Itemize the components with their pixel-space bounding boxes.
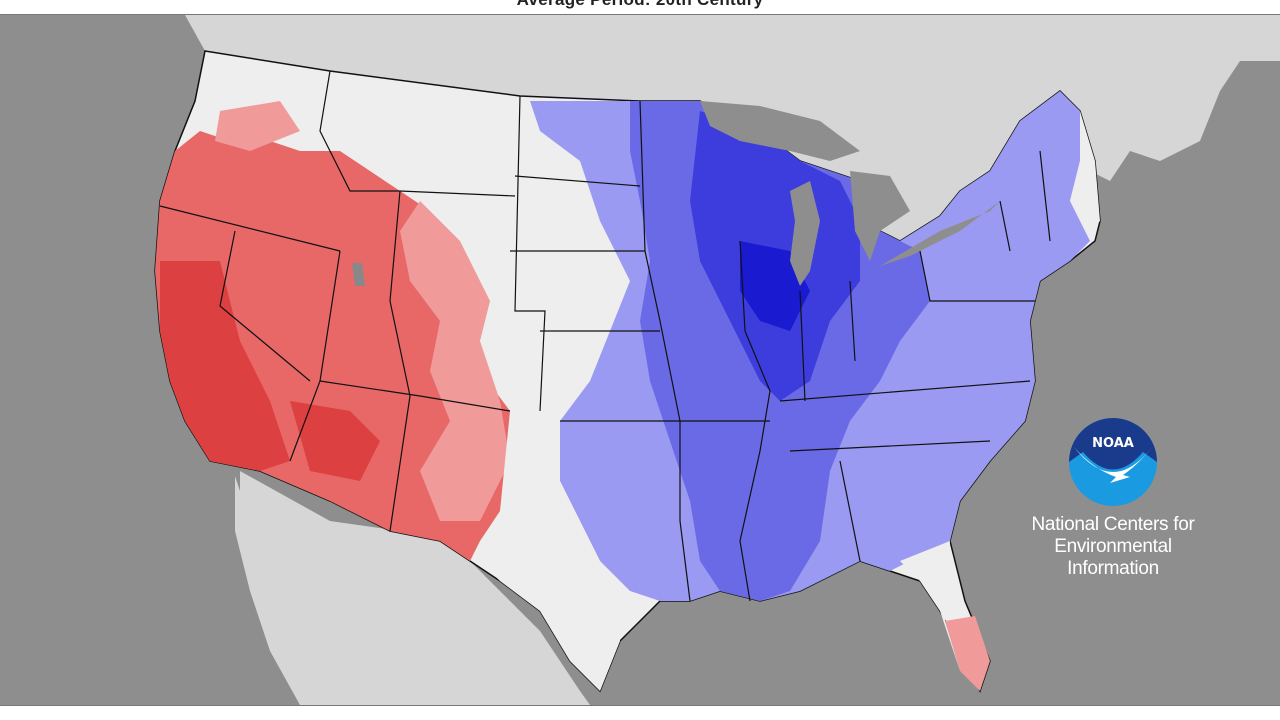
- warm-light-patches: [400, 201, 510, 521]
- map-frame: NOAA National Centers for Environmental …: [0, 14, 1280, 707]
- bottom-bar: [0, 706, 1280, 720]
- warm-dark-patch-2: [290, 401, 380, 481]
- baja-land: [235, 476, 320, 705]
- ncei-label: National Centers for Environmental Infor…: [1010, 514, 1216, 580]
- ncei-line-2: Environmental: [1054, 536, 1172, 557]
- ncei-line-1: National Centers for: [1031, 514, 1195, 535]
- noaa-logo-icon: NOAA: [1069, 418, 1157, 506]
- state-borders: [159, 70, 1051, 602]
- wa-warm-patch: [215, 101, 300, 151]
- noaa-branding: NOAA National Centers for Environmental …: [1010, 401, 1230, 591]
- canada-land: [185, 15, 1280, 241]
- title-bar: Average Period: 20th Century: [0, 0, 1280, 14]
- ncei-line-3: Information: [1067, 558, 1159, 579]
- florida-warm: [945, 616, 990, 691]
- lake-erie-ontario: [880, 201, 1000, 266]
- lake-superior: [700, 101, 860, 161]
- florida-neutral: [900, 541, 960, 671]
- great-salt-lake: [352, 263, 365, 286]
- map-title: Average Period: 20th Century: [0, 0, 1280, 10]
- lake-huron: [850, 171, 910, 261]
- texas-neutral: [480, 411, 620, 691]
- svg-text:NOAA: NOAA: [1092, 436, 1134, 451]
- lake-michigan: [790, 181, 820, 286]
- maine-neutral: [1070, 111, 1100, 231]
- temperature-anomaly-map: [154, 15, 1280, 705]
- warm-dark-patch: [160, 261, 290, 471]
- mexico-land: [240, 471, 590, 705]
